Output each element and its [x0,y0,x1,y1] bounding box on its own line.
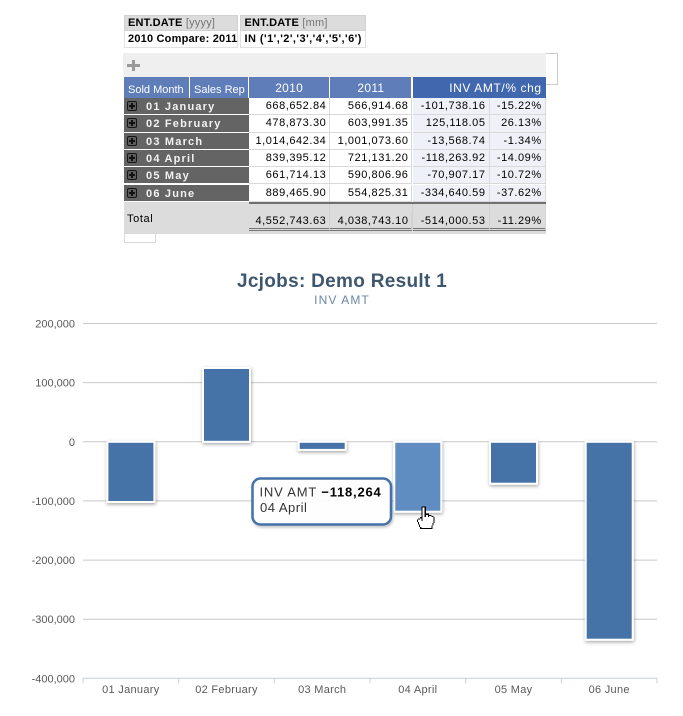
svg-text:INV AMT: INV AMT [314,293,370,307]
svg-text:01 January: 01 January [102,684,160,696]
svg-text:-300,000: -300,000 [32,614,75,626]
svg-text:04 April: 04 April [398,684,437,696]
svg-text:INV AMT −118,264: INV AMT −118,264 [260,485,382,500]
svg-text:02 February: 02 February [195,684,258,696]
svg-text:-100,000: -100,000 [32,496,75,508]
svg-text:200,000: 200,000 [35,319,75,331]
svg-text:Jcjobs: Demo Result 1: Jcjobs: Demo Result 1 [237,271,447,292]
svg-text:03 March: 03 March [298,684,346,696]
svg-text:06 June: 06 June [589,684,630,696]
svg-text:04 April: 04 April [260,500,307,515]
svg-text:0: 0 [69,437,75,449]
svg-text:100,000: 100,000 [35,378,75,390]
svg-text:05 May: 05 May [495,684,533,696]
svg-text:-400,000: -400,000 [32,673,75,685]
svg-text:-200,000: -200,000 [32,555,75,567]
